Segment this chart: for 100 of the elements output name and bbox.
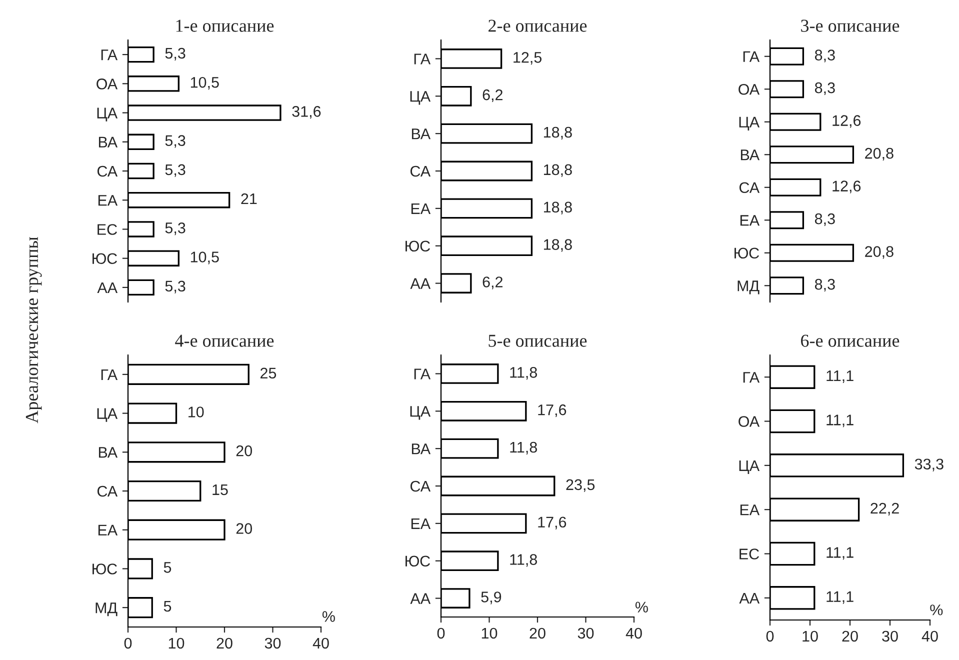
data-label: 5,3 [165,48,186,60]
y-tick-label: АА [739,592,760,604]
y-tick-label: ВА [412,128,431,140]
data-label: 5,3 [165,280,186,294]
data-label: 22,2 [870,502,899,516]
chart-title: 3-е описание [801,20,900,32]
y-tick-label: ГА [743,372,760,383]
data-label: 10,5 [190,76,219,90]
data-label: 11,8 [510,442,537,454]
y-tick-label: ЦА [97,408,118,422]
data-label: 21 [241,193,257,204]
data-label: 8,3 [814,82,835,96]
chart-title: 1-е описание [176,20,274,32]
x-tick-label: 10 [168,638,184,649]
data-label: 20 [236,445,252,456]
x-axis-title: % [322,611,335,622]
data-label: 8,3 [814,50,835,62]
x-tick-label: 30 [264,638,281,649]
y-tick-label: ЦА [97,108,118,122]
data-label: 5,3 [165,135,186,148]
data-label: 23,5 [566,479,595,492]
y-tick-label: ГА [101,50,118,60]
y-tick-label: СА [739,182,760,194]
x-tick-label: 30 [578,628,594,639]
y-tick-label: ЦА [739,460,760,474]
chart-title: 2-е описание [488,20,587,32]
y-tick-label: ЕА [98,524,118,536]
chart-title: 5-е описание [488,334,587,347]
x-tick-label: 40 [626,628,642,639]
y-tick-label: СА [97,486,118,497]
data-label: 5 [164,601,172,612]
data-label: 10,5 [190,252,219,264]
y-tick-label: ВА [98,136,118,148]
data-label: 18,8 [544,126,572,140]
y-tick-label: ЦА [410,91,431,105]
y-tick-label: ОА [96,78,118,90]
data-label: 5,9 [481,592,502,604]
x-axis-title: % [635,602,648,612]
y-tick-label: АА [410,593,431,604]
x-tick-label: 20 [842,630,858,642]
chart-title: 4-е описание [175,334,274,347]
y-tick-label: ГА [101,369,118,380]
x-tick-label: 10 [482,628,498,639]
data-label: 33,3 [914,458,944,472]
y-tick-label: МД [738,280,760,294]
data-label: 12,6 [832,115,861,128]
data-label: 18,8 [544,164,572,177]
y-tick-label: ЕА [98,195,118,206]
y-tick-label: МД [96,602,118,616]
data-label: 11,1 [826,414,854,428]
y-axis-title: Ареалогические группы [26,237,42,424]
data-label: 5 [164,562,172,573]
x-tick-label: 40 [312,638,329,649]
data-label: 6,2 [482,276,502,290]
y-tick-label: ЦА [410,406,431,420]
data-label: 20,8 [865,246,894,259]
y-tick-label: АА [410,278,431,289]
data-label: 12,5 [514,52,542,65]
data-label: 11,1 [826,547,854,560]
data-label: 5,3 [165,222,186,236]
x-tick-label: 10 [802,630,818,642]
data-label: 11,1 [826,370,854,383]
y-tick-label: ЕС [98,224,117,235]
y-tick-label: ВА [98,447,118,458]
x-axis-title: % [930,604,943,616]
data-label: 17,6 [538,404,566,418]
data-label: 20 [236,523,252,534]
x-tick-label: 40 [922,630,938,642]
data-label: 18,8 [544,202,572,214]
data-label: 31,6 [292,106,321,119]
y-tick-label: ВА [412,444,431,454]
data-label: 11,8 [510,366,537,380]
data-label: 10 [188,406,204,418]
y-tick-label: ЮС [406,240,430,252]
x-tick-label: 20 [530,628,546,639]
y-tick-label: ЕС [740,548,759,560]
y-tick-label: СА [97,166,118,177]
y-tick-label: ЕА [411,203,431,214]
y-tick-label: ЮС [734,248,759,259]
data-label: 6,2 [482,89,502,102]
y-tick-label: АА [97,282,118,293]
data-label: 17,6 [538,516,566,530]
x-tick-label: 0 [437,628,445,639]
chart-title: 6-е описание [801,334,900,347]
y-tick-label: ЮС [92,564,117,574]
data-label: 8,3 [814,213,835,226]
y-tick-label: ГА [743,51,760,62]
y-tick-label: СА [410,480,431,492]
data-label: 5,3 [165,164,186,177]
data-label: 11,8 [510,554,537,567]
y-tick-label: СА [410,166,431,177]
y-tick-label: ЮС [92,253,117,264]
y-tick-label: ЦА [739,116,760,130]
x-tick-label: 0 [124,638,132,649]
data-label: 15 [212,484,228,496]
y-tick-label: ЕА [740,504,760,516]
x-tick-label: 0 [766,630,774,642]
y-tick-label: ЕА [740,215,760,226]
y-tick-label: ЕА [411,518,431,529]
y-tick-label: ЮС [406,556,430,567]
